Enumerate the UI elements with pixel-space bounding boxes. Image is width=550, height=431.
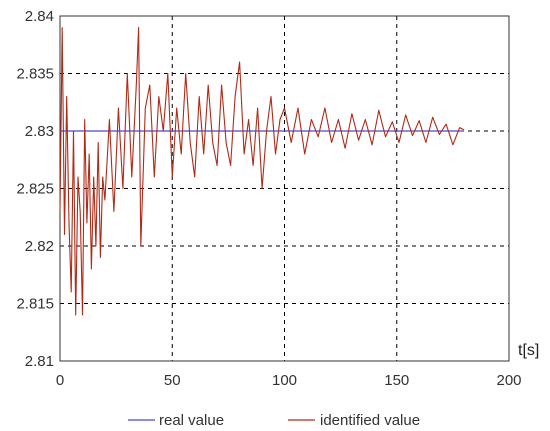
legend: real value identified value	[128, 412, 420, 429]
series-layer	[59, 26, 465, 316]
legend-label-real-value: real value	[159, 412, 224, 429]
x-tick-label: 50	[164, 372, 181, 389]
x-tick-label: 200	[496, 372, 521, 389]
y-tick-label: 2.83	[25, 123, 54, 140]
y-tick-label: 2.825	[16, 181, 54, 198]
x-tick-label: 100	[272, 372, 297, 389]
grid-lines	[60, 16, 509, 361]
y-tick-label: 2.82	[25, 238, 54, 255]
series-line-identified-value	[59, 26, 465, 316]
y-tick-label: 2.815	[16, 296, 54, 313]
y-tick-label: 2.81	[25, 353, 54, 370]
x-axis-label: t[s]	[518, 342, 539, 359]
x-tick-label: 0	[56, 372, 64, 389]
tick-labels: 0 50 100 150 200 2.81 2.815 2.82 2.825 2.83 2.835 2…	[16, 8, 521, 389]
y-tick-label: 2.835	[16, 66, 54, 83]
y-tick-label: 2.84	[25, 8, 54, 25]
legend-label-identified-value: identified value	[320, 412, 420, 429]
x-tick-label: 150	[384, 372, 409, 389]
